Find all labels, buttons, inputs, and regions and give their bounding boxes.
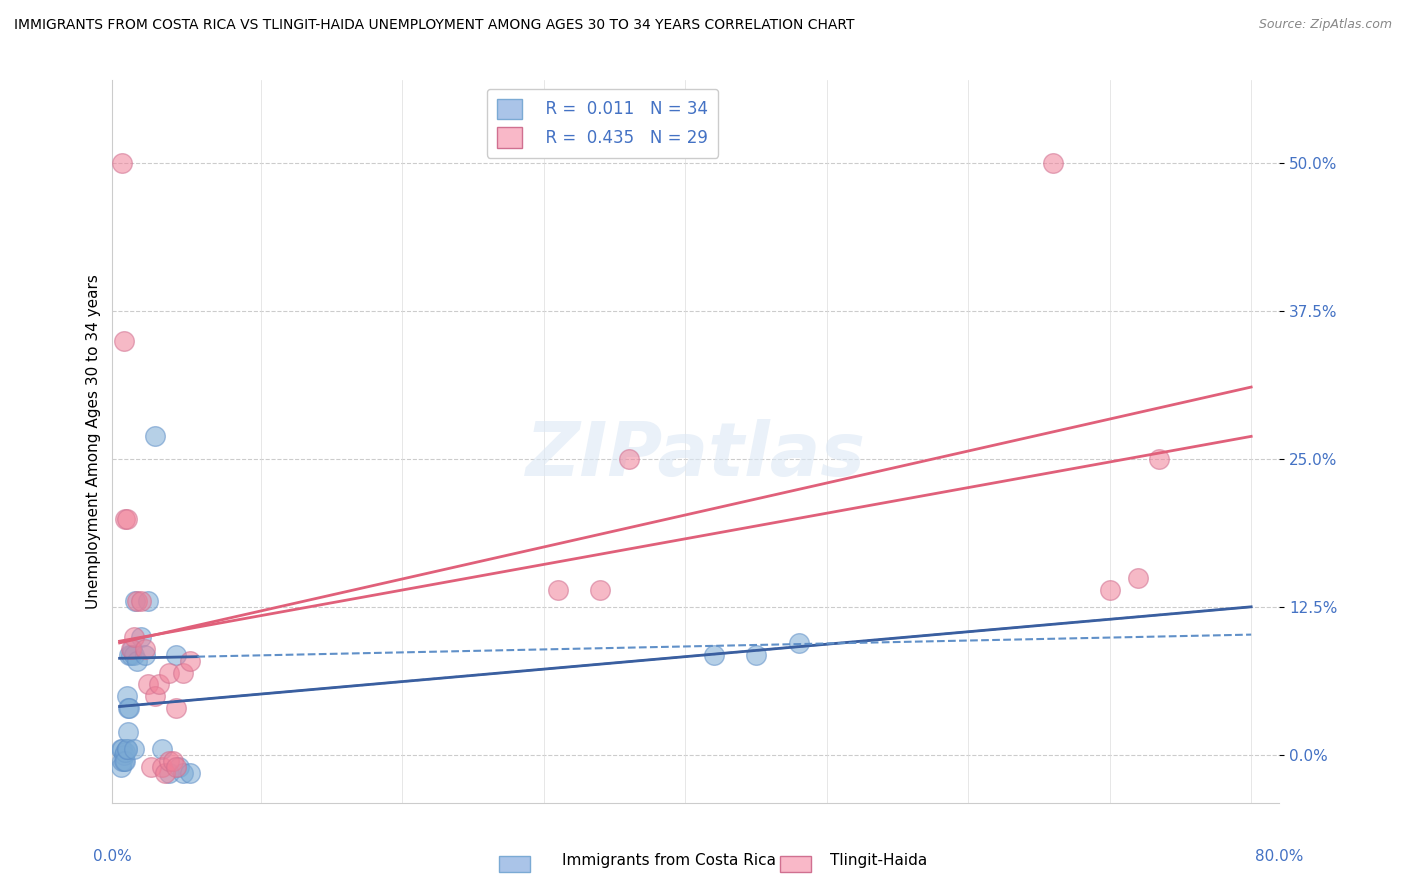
Point (172, 766, 194, 780)
Point (125, 594, 148, 608)
Point (1098, 582, 1121, 597)
Point (118, 648, 141, 662)
Text: 80.0%: 80.0% (1256, 849, 1303, 863)
Point (117, 724, 139, 739)
Text: ZIPatlas: ZIPatlas (526, 419, 866, 492)
Point (112, 334, 135, 348)
Point (162, 755, 184, 769)
Point (120, 641, 142, 656)
Point (118, 701, 141, 715)
Point (143, 428, 166, 442)
Text: 0.0%: 0.0% (93, 849, 132, 863)
Point (179, 766, 201, 780)
Point (112, 755, 135, 769)
Point (134, 648, 156, 662)
Point (179, 654, 201, 668)
Point (110, 760, 132, 774)
Text: Tlingit-Haida: Tlingit-Haida (830, 854, 927, 868)
Point (125, 654, 148, 668)
Point (703, 648, 725, 662)
Point (124, 594, 146, 608)
Point (111, 755, 134, 769)
Text: Immigrants from Costa Rica: Immigrants from Costa Rica (562, 854, 776, 868)
Point (787, 636, 810, 650)
Point (111, 156, 134, 170)
Point (157, 766, 180, 780)
Point (153, 766, 176, 780)
Point (617, 452, 640, 467)
Point (136, 594, 159, 608)
Point (167, 760, 190, 774)
Point (112, 748, 135, 763)
Text: IMMIGRANTS FROM COSTA RICA VS TLINGIT-HAIDA UNEMPLOYMENT AMONG AGES 30 TO 34 YEA: IMMIGRANTS FROM COSTA RICA VS TLINGIT-HA… (14, 18, 855, 32)
Point (165, 648, 187, 662)
Point (1147, 452, 1170, 467)
Point (115, 742, 138, 756)
Point (157, 665, 180, 680)
Point (129, 594, 152, 608)
Point (139, 760, 162, 774)
Point (150, 742, 173, 756)
Point (115, 742, 138, 756)
Point (1042, 156, 1064, 170)
Point (114, 745, 136, 759)
Point (136, 677, 159, 691)
Point (120, 648, 142, 662)
Point (148, 677, 170, 691)
Legend:   R =  0.011   N = 34,   R =  0.435   N = 29: R = 0.011 N = 34, R = 0.435 N = 29 (486, 88, 718, 158)
Point (165, 701, 187, 715)
Point (110, 742, 132, 756)
Point (157, 755, 180, 769)
Point (150, 760, 173, 774)
Text: Source: ZipAtlas.com: Source: ZipAtlas.com (1258, 18, 1392, 31)
Point (745, 648, 768, 662)
Point (122, 742, 145, 756)
Point (547, 582, 569, 597)
Point (121, 641, 143, 656)
Point (134, 641, 156, 656)
Point (117, 701, 139, 715)
Point (114, 511, 136, 525)
Point (111, 742, 134, 756)
Point (122, 630, 145, 644)
Point (129, 630, 152, 644)
Point (122, 648, 145, 662)
Point (1126, 571, 1149, 585)
Point (115, 689, 138, 703)
Point (115, 511, 138, 525)
Point (143, 689, 166, 703)
Point (172, 665, 194, 680)
Point (114, 755, 136, 769)
Point (589, 582, 612, 597)
Y-axis label: Unemployment Among Ages 30 to 34 years: Unemployment Among Ages 30 to 34 years (86, 274, 101, 609)
Point (165, 760, 187, 774)
